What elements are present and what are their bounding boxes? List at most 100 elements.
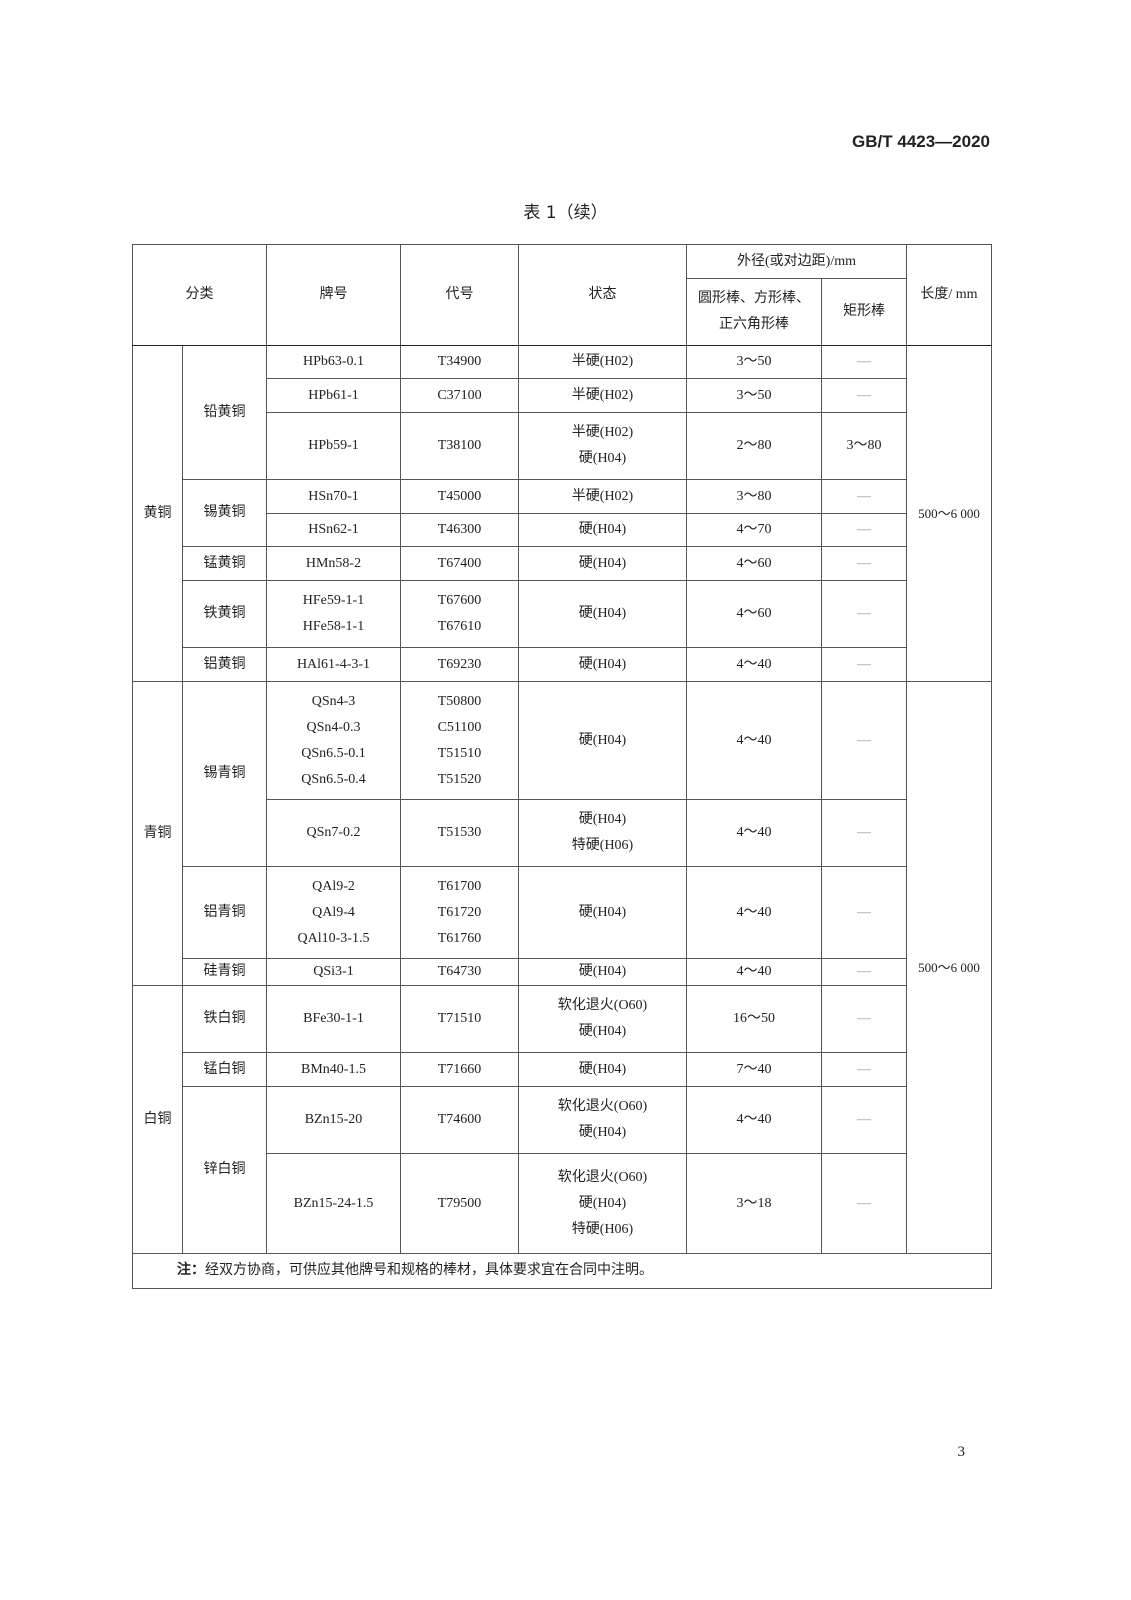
code-cell-line: T74600	[437, 1112, 482, 1127]
note-label: 注：	[177, 1263, 205, 1278]
subcategory-cell: 锡黄铜	[182, 479, 267, 547]
header-classification: 分类	[132, 244, 267, 346]
temper-cell: 硬(H04)	[518, 647, 687, 682]
code-cell: T61700 T61720 T61760	[400, 866, 519, 959]
subcategory-cell: 锡青铜	[182, 681, 267, 867]
temper-cell-line: 半硬(H02)	[571, 425, 634, 440]
code-cell: T79500	[400, 1153, 519, 1254]
code-cell-line: T61720	[437, 904, 482, 920]
code-cell: T69230	[400, 647, 519, 682]
grade-cell: HPb59-1	[266, 412, 401, 480]
subcategory-cell: 铝黄铜	[182, 647, 267, 682]
grade-cell: HFe59-1-1 HFe58-1-1	[266, 580, 401, 648]
code-cell: T34900	[400, 345, 519, 379]
temper-cell: 硬(H04)	[518, 958, 687, 986]
grade-cell: BFe30-1-1	[266, 985, 401, 1053]
temper-cell-line: 硬(H04)	[578, 606, 627, 621]
grade-cell-line: QAl9-2	[312, 878, 355, 894]
code-cell: T71510	[400, 985, 519, 1053]
temper-cell-line: 半硬(H02)	[571, 387, 634, 403]
code-cell-line: T67610	[437, 619, 482, 634]
note-text: 经双方协商，可供应其他牌号和规格的棒材，具体要求宜在合同中注明。	[205, 1263, 653, 1278]
code-cell: T67600 T67610	[400, 580, 519, 648]
grade-cell-line: QAl10-3-1.5	[297, 930, 370, 946]
rectangular-cell: —	[821, 479, 907, 514]
temper-cell: 硬(H04) 特硬(H06)	[518, 799, 687, 867]
table-title: 表 1（续）	[523, 203, 608, 223]
code-cell-line: T51510	[437, 745, 482, 761]
grade-cell-line: HFe58-1-1	[302, 619, 365, 634]
code-cell: T74600	[400, 1086, 519, 1154]
rectangular-cell: —	[821, 799, 907, 867]
diameter-cell: 3～50	[686, 345, 822, 379]
grade-cell: HAl61-4-3-1	[266, 647, 401, 682]
category-cell: 青铜	[132, 681, 183, 986]
header-round-square-hex: 圆形棒、方形棒、 正六角形棒	[686, 278, 822, 346]
rectangular-cell: —	[821, 546, 907, 581]
code-cell-line: T34900	[437, 354, 482, 369]
code-cell-line: T46300	[437, 522, 482, 537]
subcategory-cell: 硅青铜	[182, 958, 267, 986]
grade-cell: HMn58-2	[266, 546, 401, 581]
temper-cell-line: 硬(H04)	[578, 1195, 627, 1211]
header-rectangular: 矩形棒	[821, 278, 907, 346]
header-length: 长度/ mm	[906, 244, 992, 346]
code-cell-line: T50800	[437, 693, 482, 709]
header-temper: 状态	[518, 244, 687, 346]
code-cell-line: T61700	[437, 878, 482, 894]
rectangular-cell: —	[821, 580, 907, 648]
grade-cell: BMn40-1.5	[266, 1052, 401, 1087]
temper-cell-line: 硬(H04)	[578, 964, 627, 979]
grade-cell: HPb61-1	[266, 378, 401, 413]
header-outer-diameter: 外径(或对边距)/mm	[686, 244, 907, 279]
header-round-square-hex-line2: 正六角形棒	[719, 317, 789, 332]
rectangular-cell: —	[821, 1153, 907, 1254]
temper-cell-line: 硬(H04)	[578, 656, 627, 672]
diameter-cell: 4～40	[686, 866, 822, 959]
rectangular-cell: —	[821, 378, 907, 413]
grade-cell-line: QSn6.5-0.1	[301, 745, 366, 761]
grade-cell-line: BZn15-20	[304, 1112, 363, 1127]
code-cell-line: T69230	[437, 656, 482, 672]
grade-cell-line: QSn4-3	[311, 693, 356, 709]
code-cell-line: T71660	[437, 1061, 482, 1077]
grade-cell-line: QSn6.5-0.4	[301, 771, 366, 787]
subcategory-cell: 铅黄铜	[182, 345, 267, 480]
table-row: 铝青铜 QAl9-2 QAl9-4 QAl10-3-1.5 T61700 T61720 T6…	[133, 866, 992, 959]
code-cell: T45000	[400, 479, 519, 514]
length-cell: 500～6 000	[906, 345, 992, 682]
code-cell-line: C51100	[437, 719, 482, 735]
diameter-cell: 2～80	[686, 412, 822, 480]
code-cell-line: T67600	[437, 593, 482, 608]
grade-cell-line: QSi3-1	[313, 964, 354, 979]
standard-number: GB/T 4423—2020	[852, 132, 990, 151]
grade-cell: HPb63-0.1	[266, 345, 401, 379]
temper-cell-line: 特硬(H06)	[571, 1221, 634, 1237]
subcategory-cell: 锌白铜	[182, 1086, 267, 1254]
table-row: BZn15-24-1.5 T79500 软化退火(O60) 硬(H04) 特硬(H06)…	[133, 1153, 992, 1254]
grade-cell: QSn4-3 QSn4-0.3 QSn6.5-0.1 QSn6.5-0.4	[266, 681, 401, 800]
category-cell: 黄铜	[132, 345, 183, 682]
diameter-cell: 4～40	[686, 799, 822, 867]
temper-cell: 半硬(H02)	[518, 378, 687, 413]
temper-cell-line: 硬(H04)	[578, 1125, 627, 1140]
header-round-square-hex-line1: 圆形棒、方形棒、	[698, 291, 810, 306]
category-cell: 白铜	[132, 985, 183, 1254]
rectangular-cell: —	[821, 958, 907, 986]
rectangular-cell: —	[821, 513, 907, 547]
page-number: 3	[957, 1444, 966, 1460]
diameter-cell: 7～40	[686, 1052, 822, 1087]
header-grade: 牌号	[266, 244, 401, 346]
temper-cell: 半硬(H02)	[518, 345, 687, 379]
temper-cell: 半硬(H02)	[518, 479, 687, 514]
grade-cell-line: HFe59-1-1	[302, 593, 365, 608]
temper-cell: 硬(H04)	[518, 1052, 687, 1087]
grade-cell-line: QAl9-4	[312, 904, 355, 920]
temper-cell-line: 硬(H04)	[578, 732, 627, 748]
temper-cell: 软化退火(O60) 硬(H04)	[518, 985, 687, 1053]
temper-cell-line: 特硬(H06)	[571, 838, 634, 853]
grade-cell-line: HAl61-4-3-1	[296, 656, 371, 672]
grade-cell-line: BZn15-24-1.5	[293, 1195, 374, 1211]
table-row: 铝黄铜 HAl61-4-3-1 T69230 硬(H04) 4～40—	[133, 647, 992, 682]
temper-cell-line: 软化退火(O60)	[557, 1169, 648, 1185]
